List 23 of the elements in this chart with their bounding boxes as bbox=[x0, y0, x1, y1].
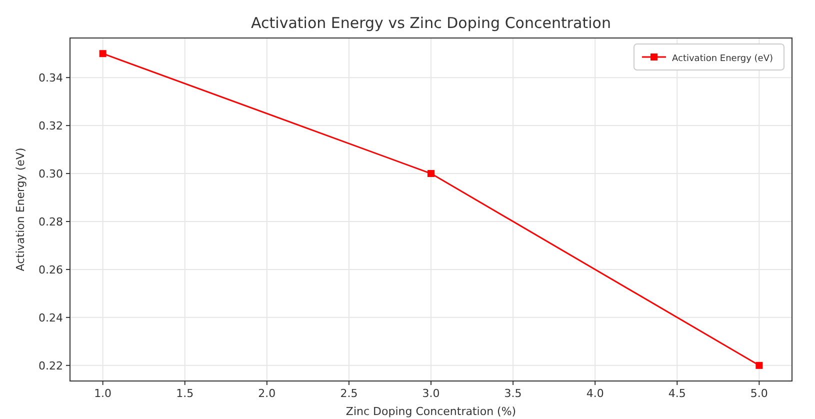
y-tick-label: 0.28 bbox=[38, 215, 63, 228]
y-tick-label: 0.24 bbox=[38, 311, 63, 324]
y-tick-label: 0.22 bbox=[38, 359, 63, 372]
chart-title: Activation Energy vs Zinc Doping Concentration bbox=[251, 14, 611, 32]
y-axis-title: Activation Energy (eV) bbox=[14, 148, 27, 272]
point bbox=[99, 50, 106, 58]
y-tick-label: 0.34 bbox=[38, 72, 63, 85]
y-tick-label: 0.30 bbox=[38, 168, 63, 181]
y-tick-label: 0.32 bbox=[38, 120, 63, 133]
legend-label: Activation Energy (eV) bbox=[672, 54, 774, 64]
x-tick-label: 2.5 bbox=[340, 387, 358, 400]
point bbox=[428, 170, 434, 178]
x-tick-label: 2.0 bbox=[258, 387, 276, 400]
x-tick-label: 4.0 bbox=[586, 387, 604, 400]
x-tick-label: 5.0 bbox=[750, 387, 768, 400]
x-tick-label: 3.0 bbox=[422, 387, 440, 400]
x-tick-label: 4.5 bbox=[668, 387, 686, 400]
x-axis-title: Zinc Doping Concentration (%) bbox=[346, 405, 516, 418]
x-tick-label: 1.5 bbox=[176, 387, 194, 400]
x-tick-label: 3.5 bbox=[504, 387, 522, 400]
x-tick-label: 1.0 bbox=[94, 387, 112, 400]
point bbox=[756, 362, 763, 369]
y-tick-label: 0.26 bbox=[38, 263, 63, 276]
